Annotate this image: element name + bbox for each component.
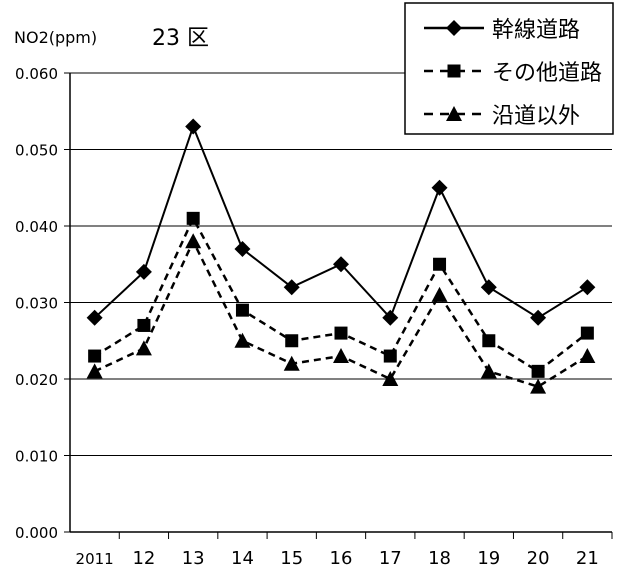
data-point-triangle [234,332,251,348]
y-tick-label: 0.000 [15,524,58,542]
x-tick-label: 18 [428,548,451,569]
data-point-diamond [431,179,448,196]
y-tick-label: 0.040 [15,218,58,236]
data-point-diamond [530,309,547,326]
x-tick-label: 19 [477,548,500,569]
x-tick-label: 15 [280,548,303,569]
data-point-square [447,64,461,78]
data-point-square [88,349,102,363]
y-tick-label: 0.020 [15,371,58,389]
data-point-triangle [86,363,103,379]
chart-title: 23 区 [152,26,209,51]
axes [64,72,613,539]
series-layer [86,118,596,394]
data-point-square [580,326,594,340]
data-point-square [235,303,249,317]
data-point-diamond [86,309,103,326]
data-point-diamond [579,279,596,296]
data-point-diamond [234,240,251,257]
data-point-triangle [135,340,152,356]
x-tick-label: 12 [132,548,155,569]
data-point-triangle [579,348,596,364]
series-2 [88,211,594,378]
data-point-diamond [135,263,152,280]
data-point-square [334,326,348,340]
x-tick-label: 14 [231,548,254,569]
x-tick-label: 16 [330,548,353,569]
data-point-triangle [480,363,497,379]
data-point-square [531,364,545,378]
data-point-triangle [446,106,462,121]
legend-label: 沿道以外 [492,104,580,129]
series-3 [86,233,596,394]
y-tick-label: 0.050 [15,142,58,160]
x-tick-label: 2011 [76,550,114,568]
data-point-diamond [283,279,300,296]
legend-box [404,2,614,135]
data-point-square [285,334,299,348]
y-tick-label: 0.010 [15,448,58,466]
data-point-diamond [333,256,349,273]
y-tick-label: 0.060 [15,65,58,83]
series-line [93,123,588,320]
data-point-triangle [382,371,399,386]
data-point-square [186,211,200,225]
x-tick-label: 21 [576,548,599,569]
legend-label: その他道路 [492,61,602,86]
data-point-diamond [446,20,462,36]
data-point-diamond [185,118,202,135]
x-tick-label: 17 [379,548,402,569]
data-point-triangle [431,286,448,302]
data-point-square [383,349,397,363]
x-tick-label: 13 [182,548,205,569]
x-tick-labels: 2011 12 13 14 15 16 17 18 19 20 21 [76,548,599,569]
legend-label: 幹線道路 [492,18,580,43]
data-point-triangle [333,348,349,364]
series-1 [86,118,596,326]
data-point-square [433,257,447,271]
y-tick-label: 0.030 [15,295,58,313]
x-tick-label: 20 [527,548,550,569]
data-point-square [137,318,151,332]
data-point-diamond [382,309,399,326]
data-point-diamond [480,279,497,296]
data-point-triangle [530,378,547,394]
data-point-square [482,334,496,348]
y-axis-unit-label: NO2(ppm) [14,28,97,47]
y-tick-labels: 0.000 0.010 0.020 0.030 0.040 0.050 0.060 [15,65,58,542]
data-point-triangle [283,355,300,371]
data-point-triangle [185,233,202,249]
